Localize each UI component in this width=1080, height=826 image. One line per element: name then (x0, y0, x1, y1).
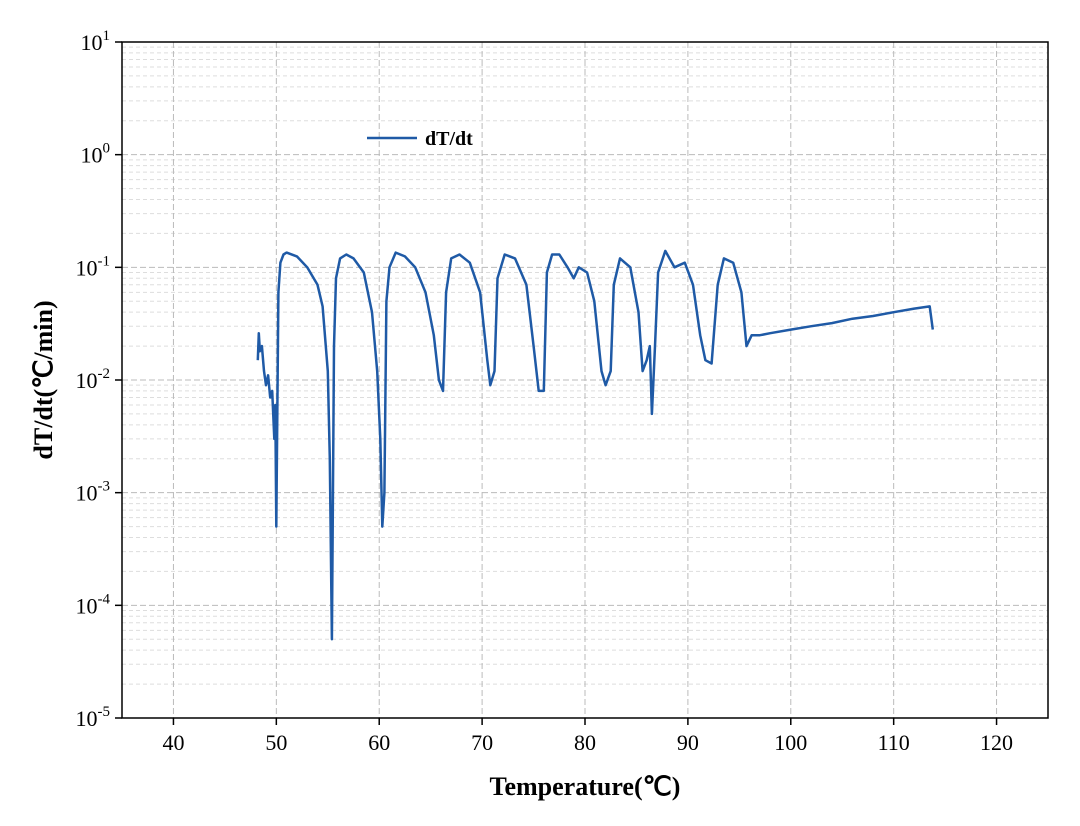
y-tick-label: 101 (81, 28, 111, 55)
x-tick-label: 90 (677, 730, 699, 755)
x-tick-label: 100 (774, 730, 807, 755)
plot-frame (121, 41, 1049, 719)
data-line (256, 249, 935, 641)
x-axis-label: Temperature(℃) (490, 772, 681, 801)
y-axis-label: dT/dt(℃/min) (29, 300, 58, 459)
legend-label: dT/dt (425, 128, 473, 150)
y-tick-label: 10-5 (76, 704, 111, 731)
x-tick-label: 120 (980, 730, 1013, 755)
x-tick-label: 50 (265, 730, 287, 755)
y-tick-label: 10-3 (76, 479, 111, 506)
x-tick-label: 40 (162, 730, 184, 755)
y-tick-label: 10-2 (76, 366, 111, 393)
x-tick-label: 60 (368, 730, 390, 755)
x-tick-label: 80 (574, 730, 596, 755)
x-tick-label: 110 (878, 730, 910, 755)
y-tick-label: 10-4 (76, 591, 111, 618)
y-tick-label: 100 (81, 141, 111, 168)
x-tick-label: 70 (471, 730, 493, 755)
y-tick-label: 10-1 (76, 253, 111, 280)
